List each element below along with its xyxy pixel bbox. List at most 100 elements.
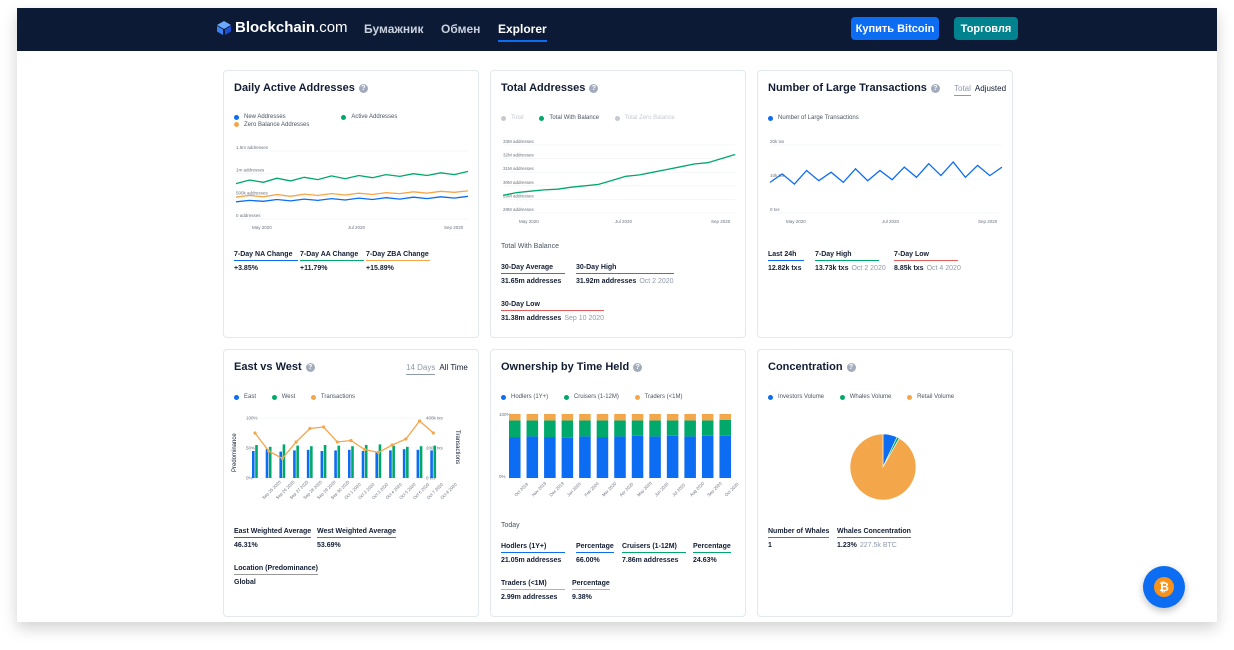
x-tick-label: Jan 2020	[566, 481, 582, 497]
y-tick-label: 20k txs	[770, 139, 785, 144]
legend-zero: Zero Balance Addresses	[244, 121, 310, 128]
help-icon[interactable]: ?	[930, 83, 940, 93]
toggle-adjusted[interactable]: Adjusted	[974, 84, 1007, 93]
section-label: Today	[501, 522, 520, 529]
stat-value: 13.73k txs	[815, 265, 849, 272]
stat-value: +15.89%	[366, 265, 394, 272]
bar-west	[323, 445, 327, 478]
nav-link-wallet[interactable]: Бумажник	[364, 22, 424, 36]
y-tick-label: 100%	[499, 412, 511, 417]
y-tick-label: 0 addresses	[236, 213, 261, 218]
x-tick-label: Dec 2019	[548, 480, 565, 497]
bar-traders-1m-	[666, 414, 679, 421]
x-tick-label: May 2020	[786, 219, 806, 224]
bar-west	[419, 446, 423, 478]
bitcoin-chat-button[interactable]: ₿	[1143, 566, 1185, 608]
transactions-point	[404, 437, 408, 441]
bar-cruisers-1-12m-	[631, 420, 644, 436]
legend-dot-icon	[539, 115, 545, 121]
bar-hodlers-1y-	[649, 436, 661, 478]
concentration-card: Concentration? Investors Volume Whales V…	[757, 349, 1013, 617]
legend-dot-icon	[341, 114, 347, 120]
stat-value: 46.31%	[234, 542, 258, 549]
toggle-total[interactable]: Total	[954, 84, 971, 96]
stat-value: +11.79%	[300, 265, 328, 272]
stat-label: 30-Day High	[576, 264, 674, 274]
legend-dot-icon	[563, 394, 569, 400]
stat-date: Oct 2 2020	[639, 278, 674, 285]
total-addresses-chart[interactable]: 33M addresses 32M addresses 31M addresses 3…	[499, 131, 739, 231]
stat-value: 21.05m addresses	[501, 557, 562, 564]
bar-traders-1m-	[649, 414, 661, 421]
y-tick-label: 0 txs	[770, 207, 780, 212]
legend-dot-icon	[839, 394, 845, 400]
x-tick-label: Feb 2020	[583, 481, 600, 498]
browser-frame: Blockchain .com Бумажник Обмен Explorer К…	[17, 8, 1217, 622]
x-tick-label: Sep 2020	[978, 219, 998, 224]
legend-dot-icon	[614, 115, 620, 121]
bar-east	[402, 449, 406, 478]
transactions-point	[349, 438, 353, 443]
daily-active-chart[interactable]: 1.5m addresses 1m addresses 500k addresses…	[232, 137, 472, 237]
x-tick-label: Jul 2020	[671, 482, 686, 497]
legend-west: West	[281, 394, 296, 400]
bar-east	[252, 451, 255, 478]
toggle-14-days[interactable]: 14 Days	[406, 363, 436, 375]
help-icon[interactable]: ?	[305, 362, 315, 372]
y-tick-label: 30M addresses	[503, 180, 535, 185]
bar-east	[279, 451, 283, 478]
bar-hodlers-1y-	[684, 436, 696, 478]
x-tick-label: Aug 2020	[689, 480, 706, 497]
x-tick-label: May 2020	[636, 480, 653, 497]
series-line-number-of-large-transactions	[769, 160, 1003, 186]
bar-hodlers-1y-	[596, 437, 609, 478]
stat-label: Whales Concentration	[837, 528, 911, 538]
legend-transactions: Transactions	[320, 394, 356, 400]
help-icon[interactable]: ?	[846, 362, 856, 372]
bar-traders-1m-	[561, 414, 574, 421]
bar-traders-1m-	[614, 414, 626, 421]
ownership-chart[interactable]: 100% 0% Oct 2019 Nov 2019 Dec 2019 Jan 2020 Fe…	[499, 410, 739, 510]
stat-value: 1	[768, 542, 772, 549]
help-icon[interactable]: ?	[358, 83, 368, 93]
legend-large-tx: Number of Large Transactions	[778, 115, 859, 121]
bar-cruisers-1-12m-	[684, 420, 696, 437]
legend-traders: Traders (<1M)	[644, 394, 683, 400]
y-axis-right-label: Transactions	[454, 430, 460, 464]
stat-value: 12.82k txs	[768, 265, 802, 272]
legend-dot-icon	[271, 394, 277, 400]
legend-total: Total	[511, 115, 524, 121]
toggle-all-time[interactable]: All Time	[439, 363, 468, 372]
legend-east: East	[244, 394, 257, 400]
trade-button[interactable]: Торговля	[954, 17, 1018, 40]
bar-west	[351, 446, 354, 478]
x-tick-label: Oct 2020	[724, 481, 739, 497]
nav-link-explorer[interactable]: Explorer	[498, 22, 547, 42]
bar-west	[392, 445, 395, 478]
large-transactions-chart[interactable]: 20k txs 10k txs 0 txs May 2020 Jul 2020 Sep 2…	[766, 131, 1006, 231]
stat-label: 7-Day Low	[894, 251, 958, 261]
stat-date: Oct 4 2020	[926, 265, 961, 272]
legend-active: Active Addresses	[351, 114, 398, 120]
bar-west	[433, 445, 437, 478]
bar-west	[406, 446, 409, 478]
large-transactions-card: Number of Large Transactions? Total Adjus…	[757, 70, 1013, 338]
legend-dot-icon	[768, 115, 773, 121]
transactions-point	[322, 425, 326, 429]
help-icon[interactable]: ?	[589, 83, 599, 93]
logo[interactable]: Blockchain .com	[217, 19, 348, 36]
bar-east	[389, 450, 392, 478]
concentration-pie-chart[interactable]	[846, 430, 920, 504]
chart-legend: East West Transactions	[234, 394, 369, 402]
nav-link-exchange[interactable]: Обмен	[441, 22, 481, 36]
legend-new: New Addresses	[244, 114, 286, 120]
buy-bitcoin-button[interactable]: Купить Bitcoin	[851, 17, 939, 40]
bar-east	[361, 451, 365, 478]
bar-west	[296, 445, 299, 478]
y-tick-label: 29M addresses	[503, 193, 535, 198]
bar-traders-1m-	[701, 414, 714, 421]
help-icon[interactable]: ?	[633, 362, 643, 372]
bitcoin-icon: ₿	[1154, 577, 1174, 597]
card-title: Concentration	[768, 361, 843, 373]
